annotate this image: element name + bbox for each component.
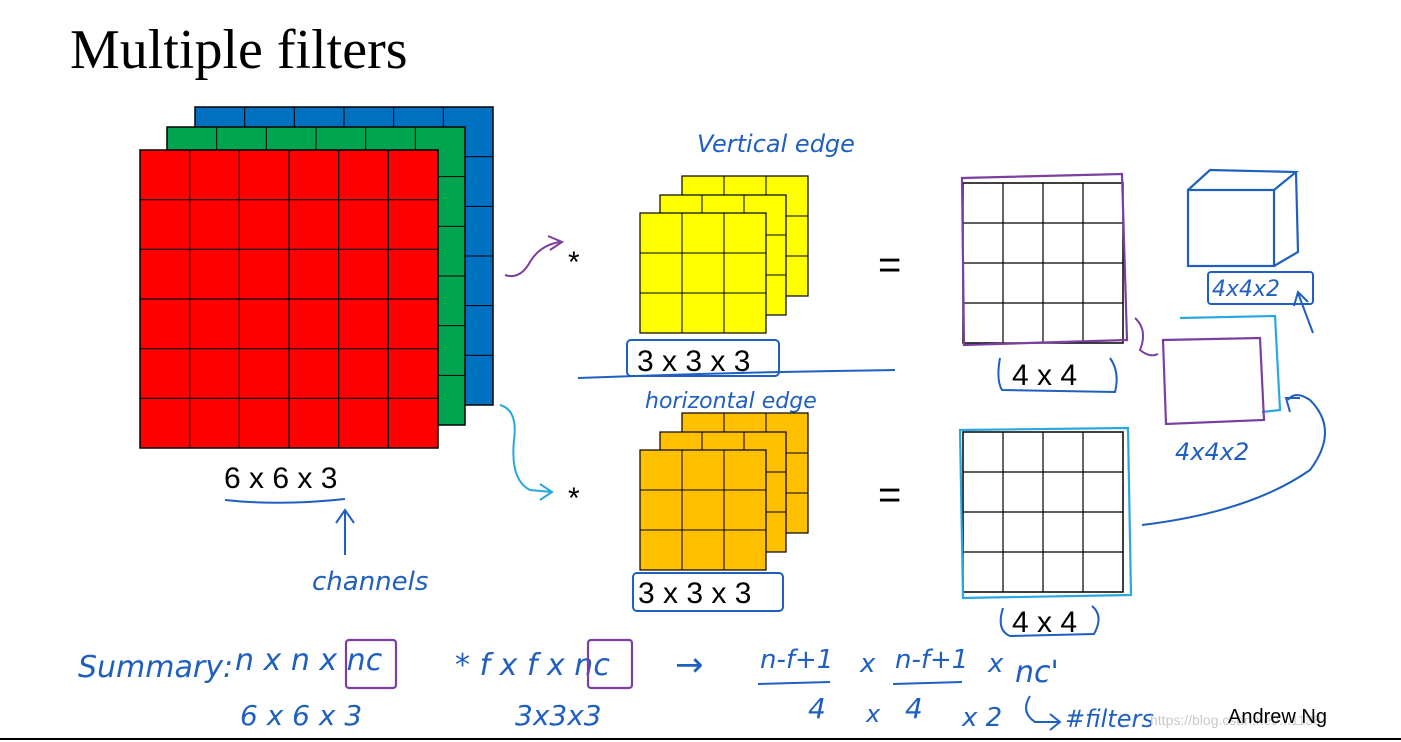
cube-arrow [1293, 290, 1314, 334]
filter-1-note: Vertical edge [697, 130, 855, 158]
cyan-arrow-to-filter2 [499, 404, 554, 501]
author-name: Andrew Ng [1228, 706, 1327, 728]
convolve-operator-2: * [568, 482, 580, 515]
input-underline [224, 498, 346, 504]
equals-operator-1: = [878, 243, 901, 287]
summary-input-example: 6 x 6 x 3 [240, 699, 362, 732]
filters-arrow [1025, 695, 1062, 731]
output-2-label-box [999, 605, 1100, 638]
summary-times-3: x [865, 700, 881, 728]
input-volume-label: 6 x 6 x 3 [224, 462, 337, 495]
filter-2-label-box [632, 572, 784, 612]
convolve-operator-1: * [568, 246, 580, 279]
output-2-label: 4 x 4 [1012, 606, 1077, 639]
watermark: https://blog.csdn.net/...1138 [1150, 712, 1321, 728]
stack-back-square [1179, 314, 1282, 414]
filter-2-note: horizontal edge [645, 389, 817, 414]
summary-output-example-c: x 2 [961, 703, 1002, 733]
output-2-grid [958, 426, 1133, 600]
output-1-label-box [997, 357, 1118, 394]
summary-input-formula: n x n x nc [235, 643, 383, 678]
slide-title: Multiple filters [70, 19, 408, 81]
summary-filter-example: 3x3x3 [515, 699, 602, 732]
filter-2-label: 3 x 3 x 3 [638, 577, 751, 610]
filter-1-volume [639, 175, 809, 334]
summary-output-c: nc' [1015, 655, 1059, 690]
fraction-bar-a [757, 681, 831, 685]
channels-note: channels [312, 567, 428, 597]
nc-highlight-2 [586, 638, 634, 690]
filter-1-label-box [626, 339, 780, 377]
output-cube-icon [1186, 168, 1300, 268]
input-volume [139, 106, 494, 449]
cube-label: 4x4x2 [1212, 277, 1280, 302]
summary-output-b: n-f+1 [895, 645, 968, 675]
separator-line [577, 369, 896, 379]
summary-output-example-a: 4 [808, 692, 826, 725]
filter-2-volume [639, 412, 809, 571]
summary-times-2: x [987, 649, 1004, 679]
purple-arrow-to-filter1 [504, 235, 565, 278]
footer-line [0, 738, 1401, 740]
filters-note: #filters [1065, 705, 1154, 733]
summary: Summary: n x n x nc 6 x 6 x 3 * f x f x … [78, 638, 1154, 733]
purple-arrow-to-stack [1134, 317, 1159, 357]
fraction-bar-b [892, 681, 963, 685]
summary-output-example-b: 4 [905, 692, 923, 725]
summary-times-1: x [859, 649, 876, 679]
stack-side-label: 4x4x2 [1175, 438, 1249, 466]
input-red-channel [139, 149, 439, 449]
summary-arrow: → [675, 645, 704, 685]
nc-highlight-1 [344, 638, 398, 690]
summary-heading: Summary: [78, 650, 233, 685]
equals-operator-2: = [878, 473, 901, 517]
cube-label-box [1207, 271, 1314, 305]
output-1-label: 4 x 4 [1012, 359, 1077, 392]
summary-filter-formula: * f x f x nc [455, 648, 610, 683]
blue-arrow-to-stack [1141, 394, 1326, 526]
summary-output-a: n-f+1 [760, 645, 833, 675]
stack-front-square [1161, 336, 1266, 426]
channels-arrow [335, 508, 355, 555]
output-1-grid [960, 172, 1129, 347]
